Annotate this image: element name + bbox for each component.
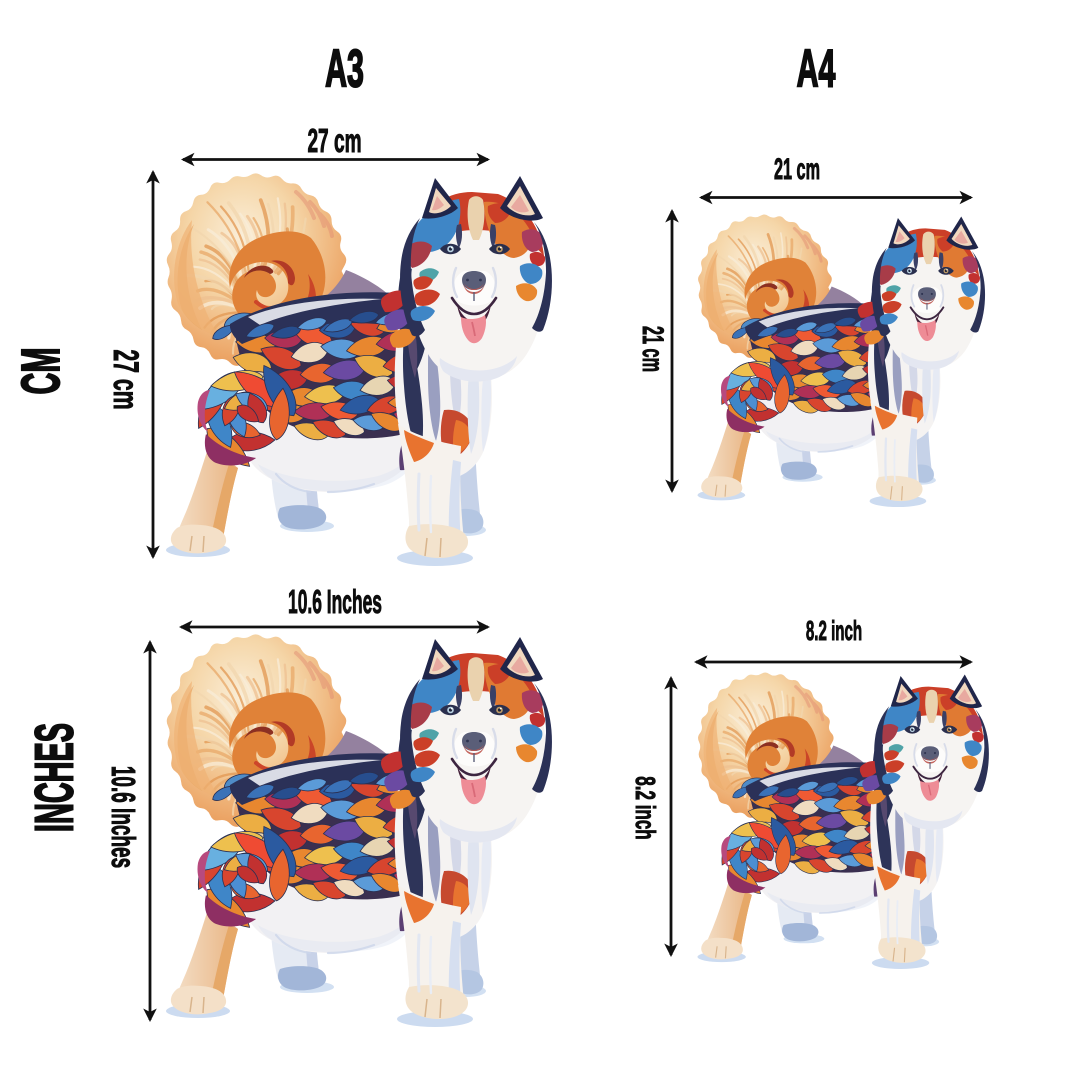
- svg-text:A3: A3: [325, 40, 364, 99]
- svg-text:10.6 Inches: 10.6 Inches: [288, 583, 382, 621]
- svg-text:CM: CM: [11, 347, 71, 394]
- svg-text:INCHES: INCHES: [25, 723, 85, 832]
- svg-text:8.2 inch: 8.2 inch: [630, 776, 661, 839]
- svg-text:27 cm: 27 cm: [307, 121, 361, 159]
- svg-text:21 cm: 21 cm: [636, 326, 669, 372]
- svg-text:21 cm: 21 cm: [774, 153, 820, 186]
- svg-text:10.6 Inches: 10.6 Inches: [105, 766, 142, 868]
- svg-text:27 cm: 27 cm: [106, 349, 145, 409]
- svg-text:8.2 inch: 8.2 inch: [806, 615, 862, 646]
- svg-text:A4: A4: [797, 40, 836, 99]
